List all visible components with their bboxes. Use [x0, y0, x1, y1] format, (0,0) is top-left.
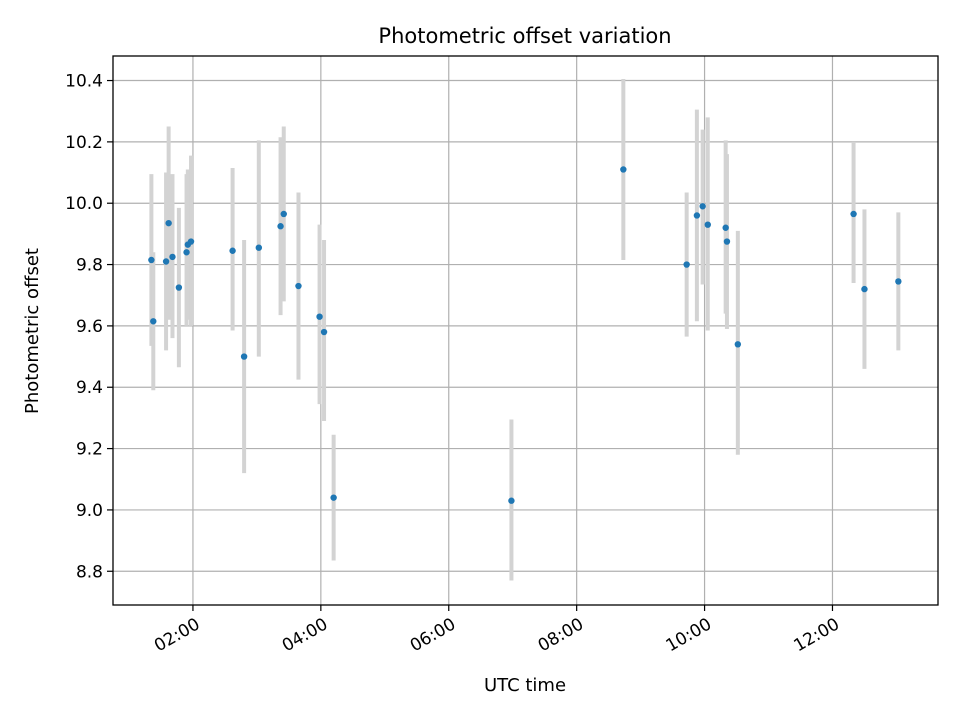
- data-point: [734, 341, 742, 348]
- chart-title: Photometric offset variation: [378, 24, 671, 48]
- data-point: [620, 166, 627, 173]
- data-point: [295, 282, 302, 290]
- plot-area: [113, 56, 938, 605]
- data-points: [148, 166, 902, 504]
- y-tick-label: 10.2: [65, 133, 103, 153]
- data-point: [150, 318, 157, 325]
- data-point: [162, 258, 170, 265]
- data-point: [316, 313, 323, 320]
- data-point: [169, 253, 176, 261]
- data-point: [683, 261, 690, 268]
- data-point: [861, 285, 868, 293]
- data-point: [320, 328, 328, 336]
- data-point: [165, 219, 172, 227]
- x-axis-label: UTC time: [484, 675, 566, 696]
- y-tick-label: 10.4: [65, 72, 103, 92]
- y-axis-ticks: 8.8 9.0 9.2 9.4 9.6 9.8 10.0 10.2 10.4: [65, 72, 113, 582]
- y-axis-label: Photometric offset: [22, 248, 43, 414]
- data-point: [723, 238, 731, 245]
- data-point: [175, 284, 183, 291]
- y-tick-label: 9.6: [76, 317, 103, 337]
- data-point: [148, 256, 155, 264]
- data-point: [330, 494, 337, 501]
- y-tick-label: 8.8: [76, 562, 103, 582]
- data-point: [280, 210, 287, 218]
- data-point: [277, 223, 284, 230]
- data-point: [693, 212, 701, 219]
- data-point: [722, 224, 729, 231]
- y-tick-label: 9.0: [76, 501, 103, 521]
- data-point: [895, 278, 902, 285]
- y-tick-label: 10.0: [65, 194, 103, 214]
- y-tick-label: 9.8: [76, 256, 103, 276]
- y-tick-label: 9.4: [76, 378, 103, 398]
- data-point: [850, 210, 857, 218]
- data-point: [699, 203, 706, 210]
- data-point: [704, 221, 711, 228]
- data-point: [183, 249, 190, 256]
- data-point: [187, 238, 195, 245]
- data-point: [255, 244, 263, 251]
- data-point: [508, 497, 515, 504]
- data-point: [229, 247, 236, 254]
- plot-frame: [112, 55, 939, 606]
- data-point: [240, 353, 248, 360]
- y-tick-label: 9.2: [76, 440, 103, 460]
